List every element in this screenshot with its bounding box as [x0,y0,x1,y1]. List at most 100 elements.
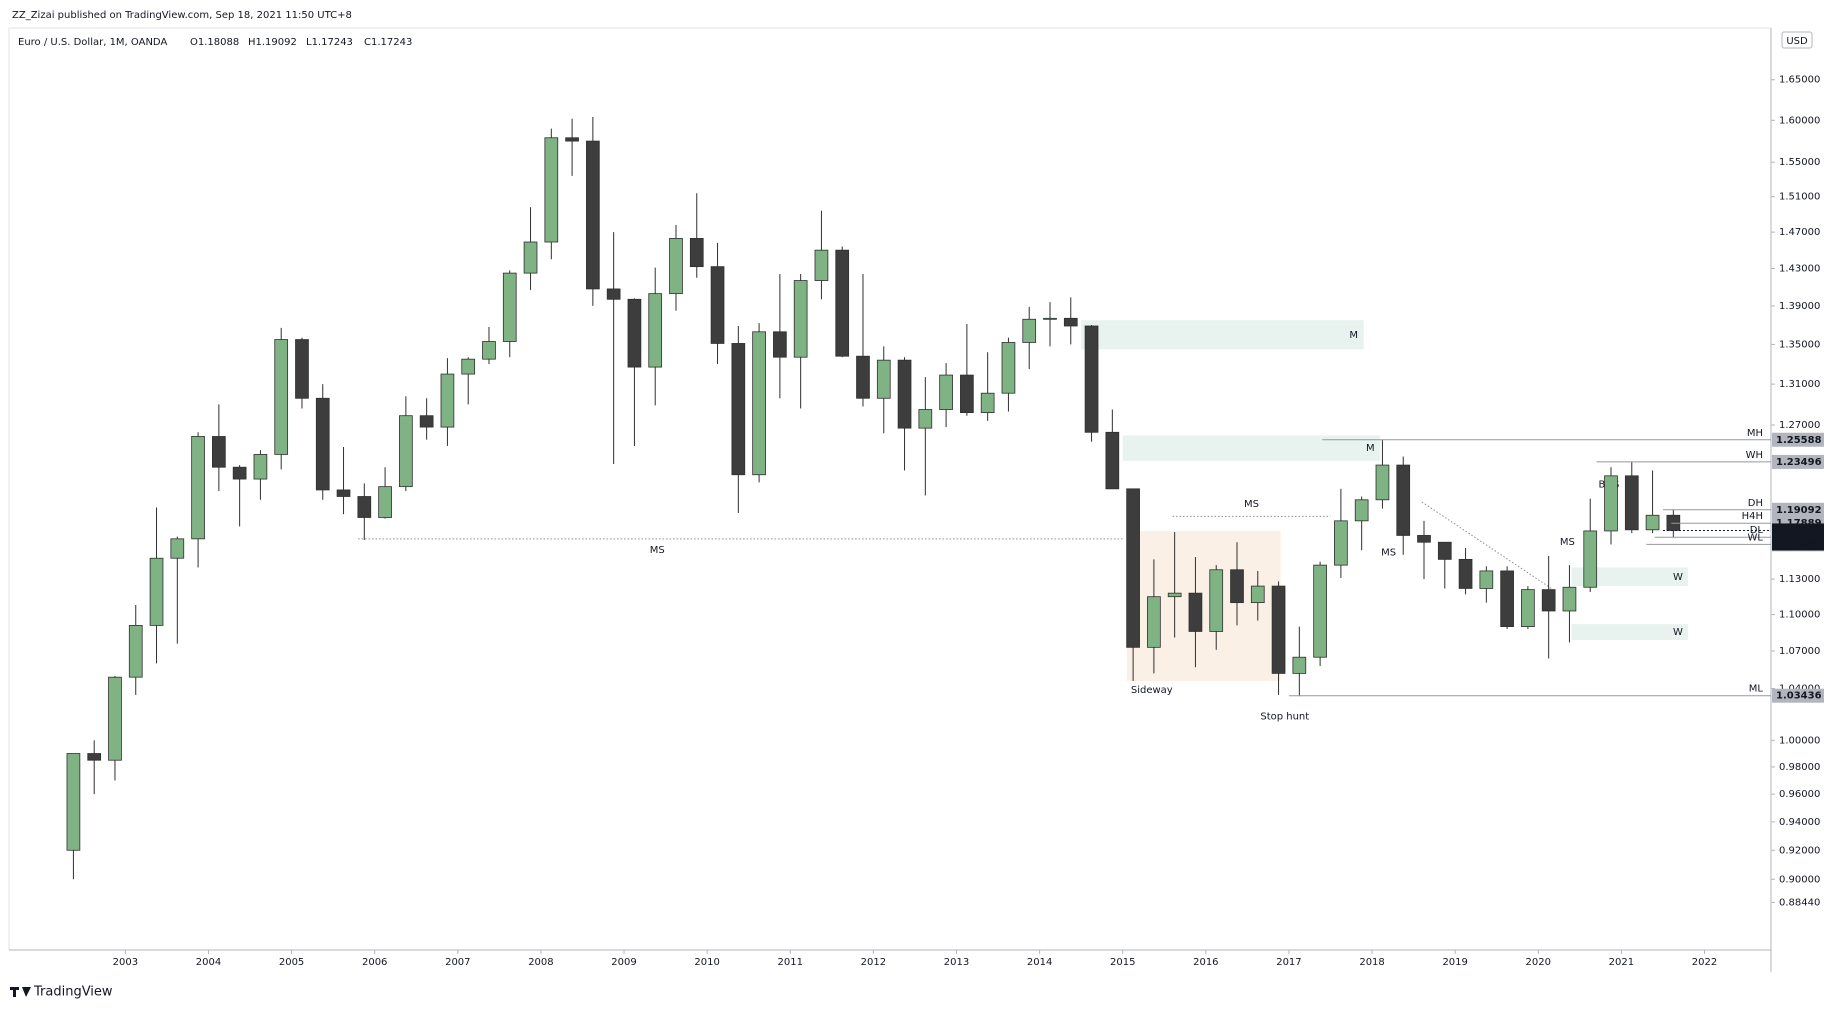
level-name: DH [1748,498,1763,509]
candle [1541,555,1556,659]
candle-body [731,343,746,476]
zone-label: W [1673,572,1683,583]
annotation: MS [1244,499,1259,510]
candle [274,327,289,470]
candle [1458,547,1473,595]
x-tick-label: 2021 [1609,957,1634,968]
candle-body [897,359,912,429]
candle-body [773,331,787,358]
candle [128,605,143,695]
candle [1624,461,1639,534]
x-tick-label: 2003 [113,957,138,968]
candle-body [565,137,579,142]
candle-body [710,266,725,344]
candle-body [1562,586,1577,612]
candle-body [378,486,392,518]
x-tick-label: 2020 [1526,957,1551,968]
candle [1521,586,1535,630]
candle [108,675,122,781]
candle-body [191,436,205,540]
price-box [1772,502,1824,517]
candle [835,246,850,358]
candle-body [1292,656,1307,674]
candle-body [1126,488,1140,648]
candle-body [1209,569,1224,632]
candle [66,753,81,880]
candle-body [669,237,683,295]
x-tick-label: 2014 [1027,957,1052,968]
y-tick-label: 1.35000 [1779,339,1820,350]
zone-label: Sideway [1131,685,1173,696]
candle-body [1583,530,1598,588]
x-tick-label: 2004 [196,957,221,968]
candle [1126,488,1140,681]
candle [336,446,351,515]
candle-body [814,249,829,281]
zone [1571,567,1688,587]
zone-label: W [1673,627,1683,638]
y-tick-label: 1.10000 [1779,610,1820,621]
candle [565,118,579,176]
candle [710,242,725,365]
candle-body [87,753,102,761]
candle-body [295,339,309,399]
candle [606,232,621,465]
zone [1571,624,1688,640]
currency-box[interactable] [1781,31,1813,49]
candle [773,274,787,399]
price-box [1772,432,1824,447]
structure-line [1421,501,1556,592]
level-name: WL [1748,532,1764,543]
zone [1122,435,1381,461]
y-tick-label: 1.51000 [1779,192,1820,203]
zone-label: M [1349,330,1358,341]
candle-body [502,272,517,342]
candle [856,274,870,407]
candle-body [399,415,413,488]
zone [1081,320,1364,350]
candle-body [1188,592,1203,632]
candle-body [232,466,247,480]
candle [440,358,455,446]
candle-body [274,339,289,455]
candle [1396,456,1411,555]
candle-body [586,140,600,290]
y-tick-label: 1.47000 [1779,227,1820,238]
candle [1084,325,1099,442]
x-tick-label: 2017 [1276,957,1301,968]
candle-body [1230,569,1244,604]
candle [315,384,330,500]
candle-body [1396,464,1411,536]
candle-body [960,374,974,413]
candle [149,507,164,664]
candle-body [544,137,559,243]
candle [939,363,953,428]
y-tick-label: 1.39000 [1779,301,1820,312]
candle [1188,557,1203,668]
candle [793,274,808,409]
currency[interactable]: USD [1786,36,1808,47]
y-tick-label: 1.07000 [1779,646,1820,657]
ohlc-legend: H1.19092 [248,37,297,48]
zone-label: M [1366,443,1375,454]
candle-body [440,373,455,428]
candle [1147,559,1161,674]
level-name: MH [1747,428,1763,439]
candle-body [689,237,704,268]
candle-body [1022,318,1037,343]
candle-body [419,415,434,428]
candle-body [1147,596,1161,648]
x-tick-label: 2010 [694,957,719,968]
candle [357,483,372,540]
level-name: ML [1749,684,1764,695]
candle [1209,565,1224,650]
price-box-label: 1.19092 [1776,505,1822,516]
candle-body [1250,585,1265,604]
candle [731,325,746,514]
candle [669,224,683,311]
price-box-label: 1.23496 [1776,457,1822,468]
candle-body [212,436,226,468]
level-name: H4H [1742,511,1763,522]
candle-body [108,676,122,761]
